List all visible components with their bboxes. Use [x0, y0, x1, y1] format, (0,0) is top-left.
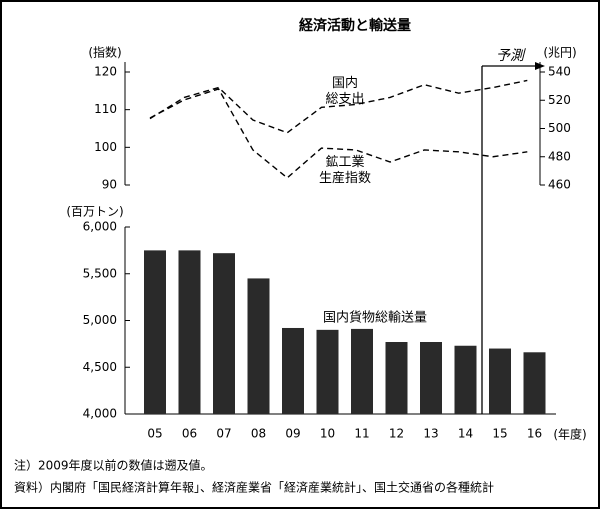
series-label: 鉱工業生産指数: [319, 154, 371, 186]
y2-tick-label: 500: [548, 121, 571, 135]
note: 注）2009年度以前の数値は遡及値。: [14, 458, 213, 473]
y-tick-label: 5,500: [83, 266, 117, 280]
x-tick-label: 11: [354, 427, 369, 441]
y2-tick-label: 460: [548, 178, 571, 192]
bar: [213, 253, 235, 414]
line-series: [149, 79, 528, 134]
x-tick-label: 16: [527, 427, 542, 441]
y-tick-label: 120: [94, 65, 117, 79]
bar: [247, 278, 270, 414]
bar: [420, 342, 442, 414]
bar: [523, 352, 546, 414]
y-tick-label: 4,500: [83, 360, 117, 374]
bar: [351, 328, 373, 414]
x-tick-label: 07: [216, 427, 231, 441]
x-tick-label: 06: [182, 427, 197, 441]
x-tick-label: 12: [389, 427, 404, 441]
y-tick-label: 6,000: [83, 220, 117, 234]
y-tick-label: 100: [94, 140, 117, 154]
x-tick-label: 05: [147, 427, 162, 441]
series-label: 国内総支出: [325, 75, 364, 107]
bar: [144, 250, 166, 414]
y2-axis-title: (兆円): [543, 46, 576, 60]
forecast-label: 予測: [496, 48, 526, 64]
series-label: 国内貨物総輸送量: [323, 310, 427, 326]
x-tick-label: 08: [251, 427, 266, 441]
bar: [316, 329, 339, 414]
chart-title: 経済活動と輸送量: [299, 17, 411, 34]
bar: [454, 345, 477, 414]
y2-tick-label: 480: [548, 149, 571, 163]
x-tick-label: 15: [492, 427, 507, 441]
y-tick-label: 90: [102, 178, 117, 192]
y-axis-title: (百万トン): [66, 205, 123, 219]
y-axis-title: (指数): [88, 45, 121, 60]
note: 資料）内閣府「国民経済計算年報」、経済産業省「経済産業統計」、国土交通省の各種統…: [14, 480, 494, 495]
y2-tick-label: 540: [548, 65, 571, 79]
y-tick-label: 5,000: [83, 313, 117, 327]
x-tick-label: 14: [458, 427, 473, 441]
line-series: [149, 88, 528, 179]
x-tick-label: 10: [320, 427, 335, 441]
x-tick-label: 09: [285, 427, 300, 441]
bar: [489, 348, 511, 414]
x-tick-label: 13: [423, 427, 438, 441]
bar: [282, 327, 304, 414]
bar: [178, 250, 201, 414]
bar: [385, 342, 408, 414]
y2-tick-label: 520: [548, 93, 571, 107]
y-tick-label: 4,000: [83, 407, 117, 421]
y-tick-label: 110: [94, 102, 117, 116]
x-axis-title: (年度): [553, 427, 586, 442]
